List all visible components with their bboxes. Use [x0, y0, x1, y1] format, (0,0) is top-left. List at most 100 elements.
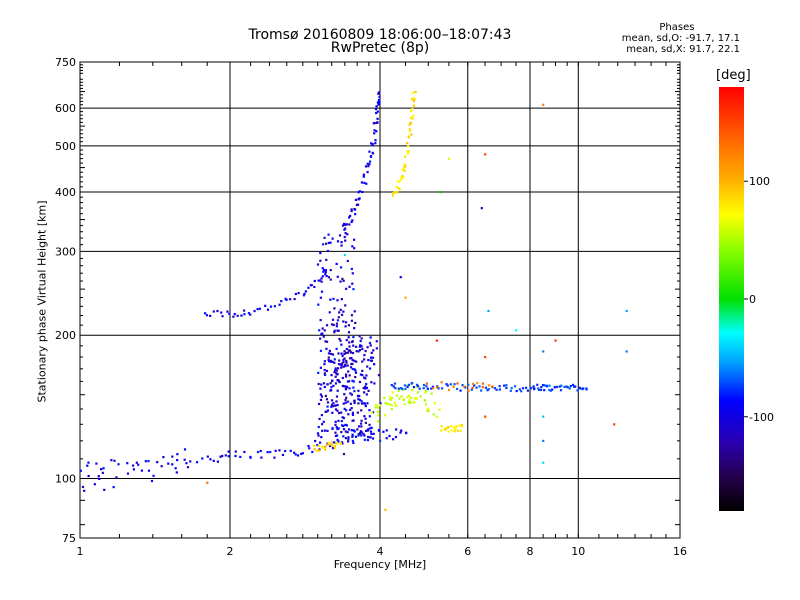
echo-point	[274, 449, 277, 452]
echo-point	[100, 468, 103, 471]
echo-point	[253, 309, 256, 313]
echo-point	[317, 371, 320, 374]
echo-point	[369, 436, 372, 439]
echo-point	[280, 300, 283, 303]
echo-point	[572, 383, 575, 387]
echo-point	[391, 194, 395, 197]
echo-point	[431, 385, 435, 388]
echo-point	[365, 429, 368, 433]
echo-point	[352, 441, 355, 445]
echo-point	[321, 275, 324, 278]
echo-point	[337, 329, 340, 332]
echo-point	[579, 387, 582, 390]
echo-point	[377, 428, 381, 432]
echo-point	[347, 370, 350, 373]
echo-point	[368, 160, 372, 163]
echo-point	[364, 385, 367, 388]
echo-point	[322, 335, 325, 338]
echo-point	[112, 486, 115, 489]
echo-point	[373, 363, 376, 366]
echo-point	[390, 407, 393, 411]
echo-point	[339, 308, 342, 311]
echo-point	[323, 372, 326, 375]
echo-point	[359, 339, 362, 343]
echo-point	[414, 90, 417, 94]
echo-point	[353, 368, 356, 371]
echo-point	[319, 398, 323, 401]
echo-point	[86, 464, 89, 467]
echo-point	[376, 406, 379, 409]
echo-point	[410, 133, 413, 136]
echo-point	[495, 388, 498, 391]
echo-point	[300, 452, 303, 456]
echo-point	[398, 397, 401, 400]
echo-point	[444, 427, 447, 430]
echo-point	[450, 425, 453, 428]
echo-point	[406, 395, 409, 399]
echo-point	[349, 357, 352, 360]
echo-point	[345, 409, 348, 412]
echo-point	[351, 340, 354, 343]
echo-point	[334, 408, 338, 411]
echo-point	[481, 382, 485, 385]
echo-point	[176, 453, 179, 456]
echo-point	[247, 312, 250, 315]
echo-point	[430, 387, 433, 390]
echo-point	[415, 397, 418, 400]
echo-point	[348, 387, 351, 390]
echo-point	[565, 385, 568, 388]
echo-point	[357, 191, 360, 194]
echo-point	[337, 363, 341, 366]
echo-point	[435, 415, 438, 418]
echo-point	[333, 444, 337, 448]
echo-point	[334, 431, 337, 434]
echo-point	[411, 91, 415, 94]
echo-point	[319, 366, 322, 369]
echo-point	[390, 396, 394, 400]
echo-point	[324, 269, 327, 272]
echo-point	[447, 157, 451, 160]
echo-point	[372, 411, 375, 414]
echo-point	[364, 377, 367, 380]
echo-point	[336, 389, 339, 392]
echo-point	[342, 452, 346, 456]
echo-point	[379, 439, 382, 443]
echo-point	[344, 321, 348, 324]
echo-point	[323, 368, 326, 372]
echo-point	[313, 285, 316, 289]
echo-point	[509, 389, 512, 392]
echo-point	[419, 395, 422, 398]
echo-point	[350, 393, 353, 396]
echo-point	[376, 410, 379, 413]
echo-point	[363, 415, 366, 418]
echo-point	[296, 454, 300, 457]
echo-point	[372, 432, 375, 435]
echo-point	[322, 268, 326, 272]
echo-point	[357, 433, 360, 436]
echo-point	[336, 373, 339, 376]
x-tick-label: 2	[227, 545, 234, 558]
echo-point	[518, 388, 521, 391]
echo-point	[328, 444, 332, 448]
echo-point	[341, 416, 344, 419]
echo-point	[318, 441, 322, 444]
echo-point	[338, 234, 342, 237]
echo-point	[361, 431, 364, 434]
echo-point	[467, 389, 470, 392]
echo-point	[453, 430, 456, 433]
echo-point	[333, 447, 337, 450]
colorbar-tick-label: 100	[749, 175, 770, 188]
echo-point	[206, 455, 209, 458]
echo-point	[226, 310, 229, 313]
echo-point	[440, 429, 443, 432]
echo-point	[334, 375, 337, 378]
echo-point	[418, 387, 421, 390]
echo-point	[361, 347, 364, 351]
echo-point	[167, 462, 170, 465]
echo-point	[137, 463, 140, 466]
echo-point	[362, 386, 365, 390]
echo-point	[266, 451, 269, 454]
echo-point	[327, 276, 331, 279]
echo-point	[375, 403, 378, 406]
echo-point	[388, 403, 391, 406]
